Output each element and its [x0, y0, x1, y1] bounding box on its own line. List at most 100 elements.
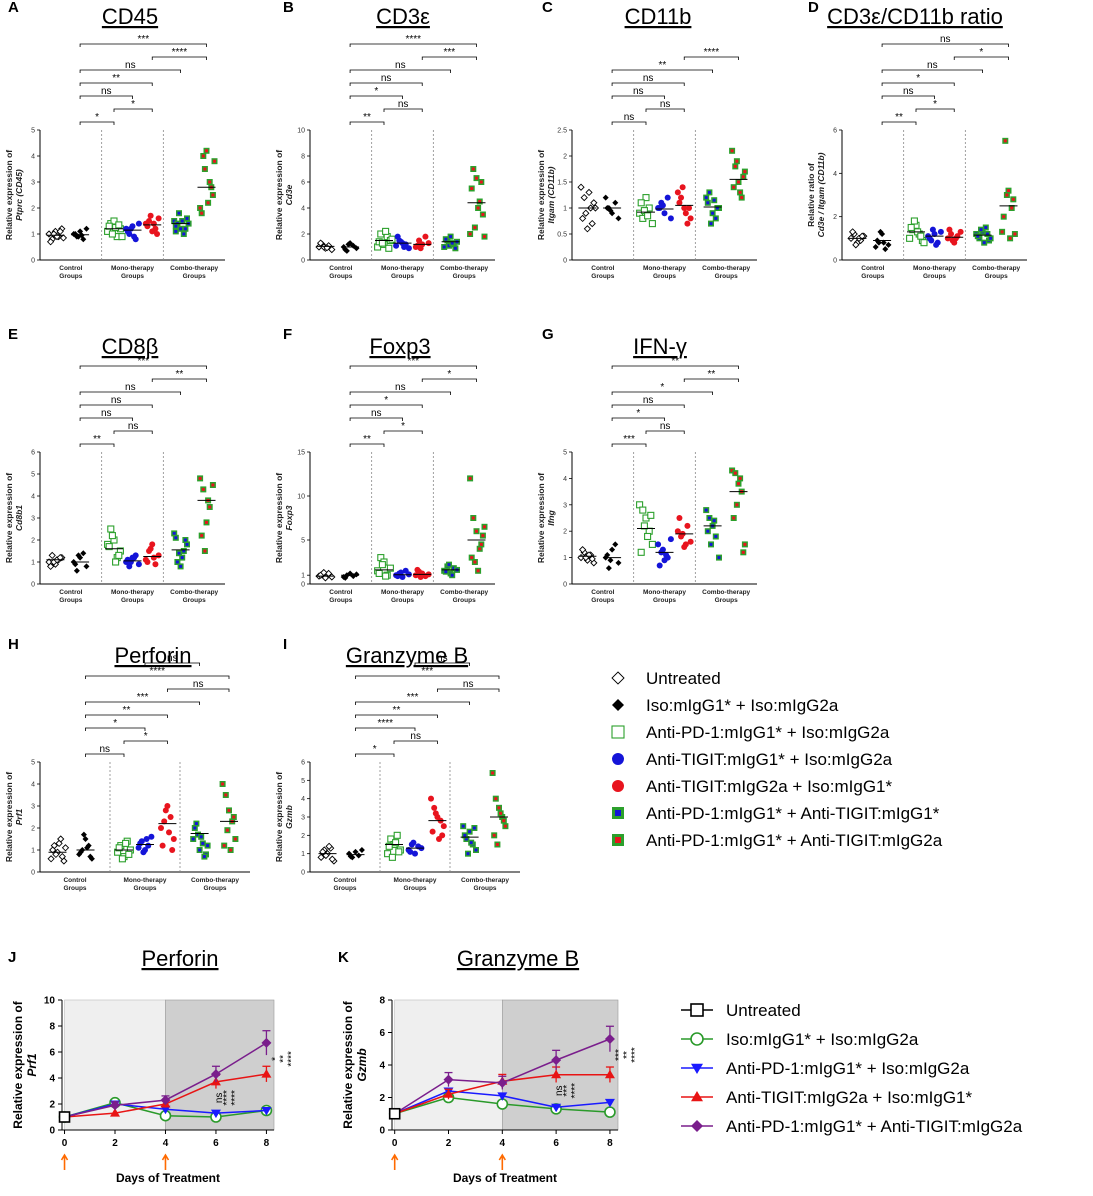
- significance-label: ****: [230, 1090, 241, 1106]
- y-tick-label: 6: [379, 1028, 385, 1039]
- y-tick-label: 4: [49, 1074, 55, 1085]
- data-point: [200, 153, 207, 159]
- panel-label: G: [542, 326, 554, 343]
- data-point: [880, 239, 887, 246]
- data-point: [159, 842, 166, 849]
- legend-entry: Anti-PD-1:mIgG1* + Anti-TIGIT:mIgG2a: [681, 1117, 1023, 1136]
- data-point: [612, 199, 619, 206]
- data-point: [478, 179, 485, 185]
- significance-bracket: [355, 753, 395, 757]
- data-point: [639, 506, 647, 514]
- y-tick-label: 4: [301, 796, 305, 803]
- data-point: [115, 551, 123, 559]
- data-point: [172, 534, 179, 541]
- data-point: [733, 158, 740, 165]
- data-point: [375, 569, 383, 577]
- data-point: [704, 199, 711, 206]
- group-label: Groups: [391, 273, 414, 280]
- data-point: [232, 836, 239, 842]
- data-point: [122, 839, 130, 847]
- group-label: Groups: [121, 597, 144, 604]
- data-point: [172, 228, 179, 235]
- data-point: [441, 244, 448, 250]
- data-point: [395, 848, 403, 856]
- significance-label: ns: [660, 421, 671, 432]
- data-point: [470, 166, 477, 172]
- data-point: [440, 823, 447, 830]
- significance-label: *: [401, 421, 405, 432]
- significance-bracket: [881, 95, 935, 99]
- data-point: [467, 231, 474, 237]
- legend-entry: Anti-TIGIT:mIgG1* + Iso:mIgG2a: [612, 750, 893, 769]
- group-label: Mono-therapy: [111, 589, 154, 596]
- significance-label: ****: [222, 1090, 233, 1106]
- data-point: [352, 848, 359, 855]
- y-tick-label: 4: [379, 1061, 385, 1072]
- panel-label: K: [338, 949, 349, 966]
- dose-arrow-icon: [60, 1153, 69, 1170]
- data-point: [609, 546, 616, 553]
- significance-label: ns: [398, 99, 409, 110]
- data-point: [885, 241, 892, 248]
- series-marker: [443, 1074, 454, 1085]
- data-point: [431, 804, 438, 811]
- panel-J: J Perforin 0 2 4 6 8 10 0 2 4 6 8 Days of Treatment Re…: [8, 946, 297, 1185]
- data-point: [221, 842, 228, 849]
- data-point: [712, 533, 719, 540]
- panel-label: J: [8, 949, 16, 966]
- data-point: [582, 209, 590, 217]
- x-tick-label: 8: [264, 1138, 270, 1149]
- data-point: [46, 562, 55, 571]
- data-point: [84, 844, 91, 851]
- data-point: [982, 224, 989, 231]
- legend-entry: Anti-PD-1:mIgG1* + Anti-TIGIT:mIgG2a: [612, 831, 943, 850]
- group-label: Groups: [121, 273, 144, 280]
- data-point: [135, 220, 142, 227]
- data-point: [937, 228, 944, 235]
- panel-B: B CD3ε 0 2 4 6 8 10 Relative expression ofCd3e Co…: [274, 0, 495, 280]
- significance-bracket: [611, 365, 739, 369]
- data-point: [115, 221, 123, 229]
- data-point: [197, 475, 204, 482]
- group-label: Mono-therapy: [394, 877, 437, 884]
- group-label: Mono-therapy: [381, 265, 424, 272]
- data-point: [230, 814, 237, 820]
- data-point: [661, 210, 668, 217]
- data-point: [204, 842, 211, 849]
- legend-scatter: Untreated Iso:mIgG1* + Iso:mIgG2a Anti-PD-…: [611, 669, 943, 850]
- y-tick-label: 2: [31, 538, 35, 545]
- data-point: [468, 185, 475, 192]
- data-point: [195, 831, 201, 838]
- panel-C: C CD11b 0 0.5 1 1.5 2 2.5 Relative expression of…: [536, 0, 757, 280]
- series-marker: [110, 1108, 120, 1117]
- y-tick-label: 6: [833, 128, 837, 135]
- group-label: Control: [59, 589, 82, 596]
- significance-label: ns: [101, 408, 112, 419]
- data-point: [209, 192, 216, 198]
- treatment-period-1: [394, 999, 503, 1131]
- legend-label: Anti-TIGIT:mIgG2a + Iso:mIgG1*: [646, 777, 892, 796]
- y-tick-label: 8: [49, 1022, 55, 1033]
- data-point: [708, 541, 714, 548]
- data-point: [929, 226, 936, 233]
- group-label: Combo-therapy: [440, 265, 488, 272]
- data-point: [388, 235, 396, 243]
- data-point: [107, 525, 115, 533]
- significance-label: ***: [407, 356, 419, 367]
- data-point: [392, 839, 400, 847]
- significance-label: **: [671, 356, 679, 367]
- data-point: [393, 242, 400, 249]
- data-point: [180, 231, 187, 237]
- data-point: [61, 844, 70, 852]
- data-point: [644, 212, 652, 220]
- significance-label: ***: [562, 1085, 573, 1097]
- data-point: [604, 551, 611, 558]
- data-point: [740, 549, 747, 556]
- significance-bracket: [881, 69, 983, 73]
- data-point: [446, 561, 452, 568]
- data-point: [147, 212, 154, 219]
- legend-entry: Iso:mIgG1* + Iso:mIgG2a: [612, 696, 839, 715]
- series-marker: [160, 1105, 171, 1115]
- y-tick-label: 5: [31, 472, 35, 479]
- y-tick-label: 2.5: [557, 128, 567, 135]
